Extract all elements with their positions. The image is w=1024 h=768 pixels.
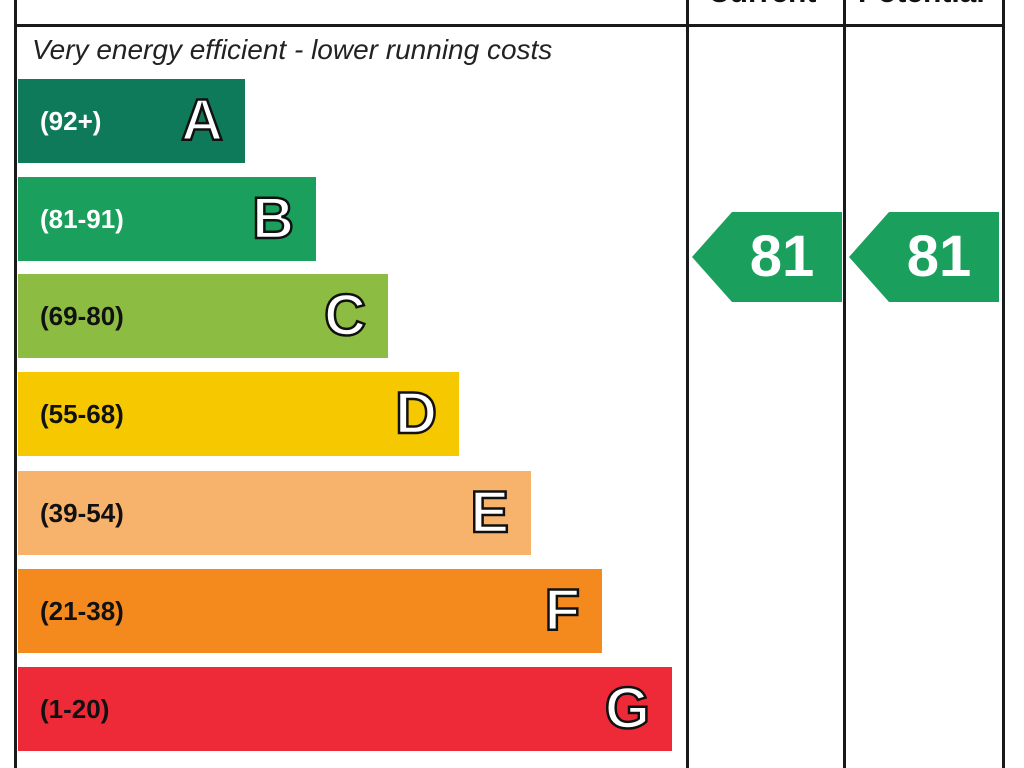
frame-right-border xyxy=(1002,0,1005,768)
band-f: (21-38) F xyxy=(18,569,602,653)
potential-rating-arrow: 81 xyxy=(849,212,999,302)
band-b-letter: B xyxy=(251,185,295,253)
current-arrow-shape xyxy=(692,212,842,302)
potential-arrow-shape xyxy=(849,212,999,302)
frame-potential-divider xyxy=(843,0,846,768)
efficiency-note: Very energy efficient - lower running co… xyxy=(32,34,553,65)
band-d-letter: D xyxy=(394,380,438,448)
band-g-range: (1-20) xyxy=(40,694,110,724)
band-d: (55-68) D xyxy=(18,372,459,456)
frame-header-rule xyxy=(14,24,1005,27)
frame-current-divider xyxy=(686,0,689,768)
band-b-range: (81-91) xyxy=(40,204,124,234)
band-f-range: (21-38) xyxy=(40,596,124,626)
band-c-range: (69-80) xyxy=(40,301,124,331)
band-a: (92+) A xyxy=(18,79,245,163)
band-e: (39-54) E xyxy=(18,471,531,555)
band-f-letter: F xyxy=(543,577,581,645)
potential-header: Potential xyxy=(858,0,985,10)
potential-rating-value: 81 xyxy=(906,224,972,289)
band-e-letter: E xyxy=(469,479,510,547)
band-c-letter: C xyxy=(323,282,367,350)
current-header: Current xyxy=(708,0,816,10)
band-e-range: (39-54) xyxy=(40,498,124,528)
current-rating-value: 81 xyxy=(749,224,815,289)
band-g: (1-20) G xyxy=(18,667,672,751)
band-g-letter: G xyxy=(604,675,652,743)
band-b: (81-91) B xyxy=(18,177,316,261)
current-rating-arrow: 81 xyxy=(692,212,842,302)
band-c: (69-80) C xyxy=(18,274,388,358)
band-a-letter: A xyxy=(180,87,224,155)
band-a-range: (92+) xyxy=(40,106,102,136)
band-d-range: (55-68) xyxy=(40,399,124,429)
frame-left-border xyxy=(14,0,17,768)
